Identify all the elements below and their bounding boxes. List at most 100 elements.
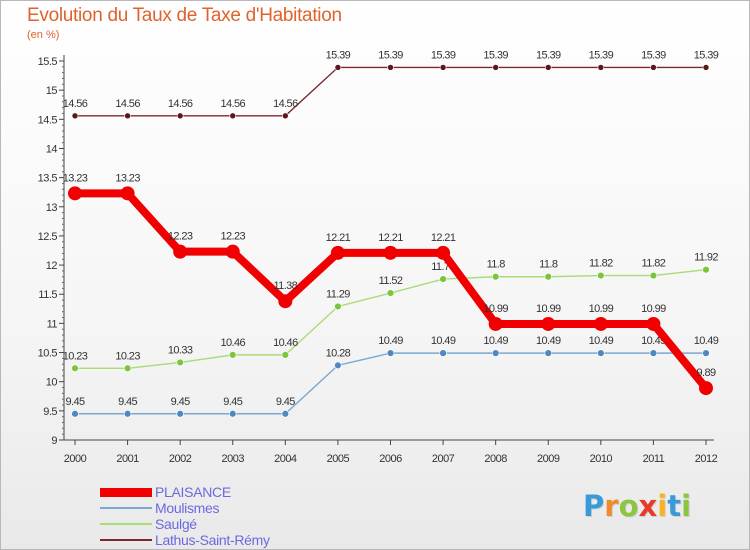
data-point: [439, 349, 447, 357]
data-point: [334, 302, 342, 311]
data-label: 15.39: [326, 49, 351, 61]
data-label: 13.23: [63, 172, 88, 184]
data-point: [278, 294, 293, 309]
series-line-moulismes: [75, 352, 706, 415]
data-label: 11.92: [694, 252, 718, 264]
data-label: 11.82: [589, 258, 613, 270]
x-tick-label: 2005: [327, 453, 350, 465]
data-label: 15.39: [641, 49, 666, 61]
data-point: [649, 349, 658, 357]
legend-label: PLAISANCE: [155, 484, 231, 500]
y-tick-label: 12.5: [38, 231, 58, 243]
data-label: 11.29: [326, 288, 350, 300]
data-label: 12.21: [326, 232, 351, 244]
data-label: 10.46: [273, 337, 298, 349]
data-point: [650, 64, 657, 71]
data-point: [71, 364, 79, 372]
data-point: [492, 64, 499, 71]
data-point: [702, 64, 710, 71]
data-point: [123, 410, 132, 418]
data-point: [282, 112, 289, 120]
y-tick-label: 9: [51, 435, 57, 447]
data-point: [386, 289, 395, 297]
data-point: [544, 273, 552, 281]
y-tick-label: 11.5: [38, 289, 57, 301]
legend: PLAISANCE Moulismes Saulgé Lathus-Saint-Rém…: [100, 484, 270, 548]
legend-label: Saulgé: [155, 516, 197, 532]
data-point: [646, 316, 661, 331]
data-point: [123, 364, 132, 372]
x-tick-label: 2003: [222, 453, 245, 465]
data-label: 15.39: [694, 49, 719, 61]
data-label: 12.23: [220, 231, 245, 243]
legend-item: Lathus-Saint-Rémy: [100, 532, 270, 548]
data-point: [334, 64, 342, 71]
data-label: 10.49: [431, 335, 456, 347]
y-tick-label: 10.5: [38, 348, 58, 360]
data-point: [229, 351, 237, 359]
data-label: 10.99: [589, 303, 614, 315]
data-point: [544, 64, 552, 71]
data-label: 10.23: [63, 350, 88, 362]
legend-label: Moulismes: [155, 500, 220, 516]
data-label: 9.45: [118, 396, 137, 408]
x-tick-label: 2000: [64, 453, 87, 465]
x-tick-label: 2012: [695, 453, 718, 465]
data-label: 9.89: [696, 367, 715, 379]
data-label: 14.56: [168, 98, 193, 110]
data-point: [593, 316, 608, 331]
proxiti-logo: Proxiti: [583, 489, 691, 523]
y-tick-label: 13.5: [38, 173, 58, 185]
logo-letter: i: [681, 489, 692, 523]
logo-letter: o: [618, 489, 639, 523]
data-label: 11.8: [539, 259, 558, 271]
data-point: [124, 112, 131, 120]
data-point: [597, 64, 605, 71]
data-point: [488, 316, 503, 331]
data-label: 10.99: [641, 303, 666, 315]
legend-swatch: [100, 523, 152, 525]
data-point: [229, 112, 237, 120]
data-label: 10.23: [115, 350, 140, 362]
y-tick-label: 12: [46, 260, 58, 272]
data-label: 9.45: [223, 396, 242, 408]
data-label: 10.49: [483, 335, 508, 347]
logo-letter: P: [583, 489, 605, 523]
data-point: [702, 349, 710, 357]
data-label: 11.82: [642, 258, 666, 270]
data-label: 10.33: [168, 344, 193, 356]
data-point: [702, 266, 710, 274]
data-label: 10.49: [589, 335, 614, 347]
x-tick-label: 2002: [169, 453, 192, 465]
data-label: 12.21: [431, 232, 456, 244]
data-label: 10.28: [326, 347, 351, 359]
x-tick-label: 2008: [484, 453, 507, 465]
y-tick-label: 14: [46, 143, 58, 155]
data-label: 10.49: [694, 335, 719, 347]
logo-letter: i: [657, 489, 668, 523]
data-point: [229, 410, 237, 418]
logo-letter: t: [667, 489, 682, 523]
legend-swatch: [100, 507, 152, 509]
data-point: [68, 186, 82, 201]
y-tick-label: 14.5: [38, 114, 58, 126]
data-label: 14.56: [220, 98, 245, 110]
data-point: [281, 351, 290, 359]
data-label: 15.39: [378, 49, 403, 61]
data-point: [597, 271, 605, 280]
data-label: 12.21: [378, 232, 403, 244]
legend-swatch: [100, 539, 152, 541]
data-point: [386, 349, 395, 357]
data-point: [173, 244, 188, 259]
data-point: [597, 349, 605, 357]
x-tick-label: 2001: [116, 453, 139, 465]
logo-letter: r: [604, 489, 619, 523]
data-label: 13.23: [115, 172, 140, 184]
data-point: [541, 316, 556, 331]
logo-letter: x: [638, 489, 658, 523]
data-label: 11.52: [379, 275, 403, 287]
data-label: 9.45: [65, 396, 84, 408]
data-label: 10.46: [220, 337, 245, 349]
x-tick-label: 2004: [274, 453, 297, 465]
data-point: [436, 245, 451, 260]
